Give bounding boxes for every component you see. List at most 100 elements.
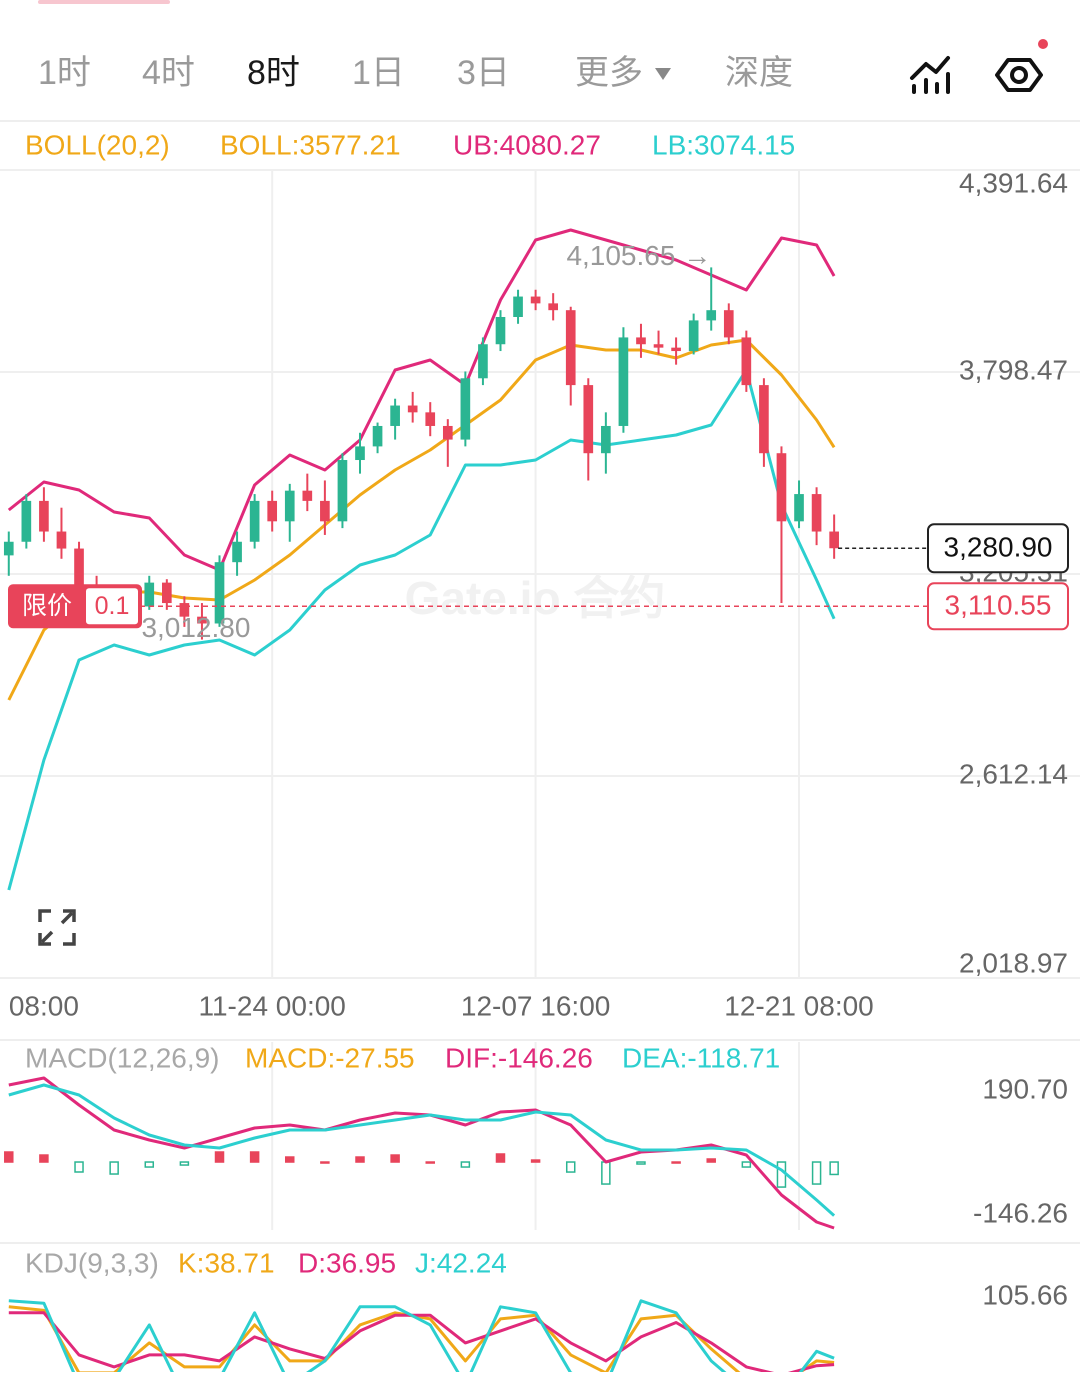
macd-bar [565,1161,576,1173]
limit-order-price: 3,110.55 [945,590,1052,621]
macd-bar [460,1161,471,1168]
dropdown-arrow[interactable] [655,68,671,80]
candle-body [829,531,839,549]
extreme-label: 4,105.65 → [566,240,711,271]
y-tick-label: 2,018.97 [959,947,1068,978]
legend-item: DEA:-118.71 [622,1042,780,1073]
candle-body [759,385,769,454]
limit-order-amount-box[interactable] [86,588,138,625]
y-tick-label: 2,612.14 [959,758,1068,789]
candle-body [390,405,400,426]
macd-bar [249,1151,260,1163]
candle-body [495,316,506,345]
macd-bar [425,1161,435,1164]
limit-order-amount[interactable]: 0.1 [95,592,130,620]
candle-body [144,582,155,607]
tab[interactable]: 更多 [575,54,643,92]
candle-body [513,296,523,317]
indicator-icon[interactable] [910,56,950,94]
candle-body [39,500,49,532]
candle-body [601,425,611,454]
extreme-label: 3,012.80 [141,612,250,643]
candle-body [407,405,418,413]
y-tick-label: -146.26 [973,1197,1068,1228]
macd-bar [811,1161,822,1185]
legend-item: K:38.71 [178,1247,275,1278]
top-remnant [38,0,170,4]
y-tick-label: 4,391.64 [959,167,1068,198]
legend-item: UB:4080.27 [453,129,601,160]
indicator-line [8,1299,835,1372]
indicator-line [8,1311,835,1372]
candle-body [548,303,558,311]
tab[interactable]: 8时 [247,54,300,92]
macd-plot [4,1076,839,1230]
macd-bar [285,1156,295,1163]
candle-body [3,541,14,556]
legend-item: J:42.24 [415,1247,507,1278]
macd-bar [320,1161,330,1164]
tab[interactable]: 1日 [352,54,405,92]
x-tick-label: 12-07 16:00 [461,990,610,1021]
x-tick-label: 12-21 08:00 [724,990,873,1021]
candle-body [460,378,471,440]
candle-body [811,494,822,532]
settings-icon[interactable] [995,39,1048,92]
macd-bar [4,1151,14,1163]
watermark: Gate.io 合约 [405,572,666,624]
candle-body [653,344,664,348]
candle-body [372,425,383,447]
candle-body [565,310,576,386]
candle-body [232,541,242,563]
candle-body [320,500,330,522]
macd-bar [601,1161,611,1185]
candle-body [284,490,295,522]
macd-bar [636,1161,646,1165]
candle-body [267,500,278,522]
limit-order-box [927,582,1069,631]
tab[interactable]: 1时 [38,54,91,92]
candle-body [583,385,594,454]
candle-body [355,446,365,461]
y-tick-label: 3,798.47 [959,354,1068,385]
candle-body [671,347,681,352]
main-plot [3,228,839,891]
tab[interactable]: 3日 [457,54,510,92]
tab[interactable]: 4时 [142,54,195,92]
candle-body [179,603,190,617]
candle-body [794,494,804,522]
macd-bar [530,1159,541,1163]
candle-body [618,337,629,426]
legend-item: MACD:-27.55 [245,1042,415,1073]
limit-order-title[interactable]: 限价 [22,592,72,620]
macd-bar [829,1161,839,1176]
candle-body [478,344,488,379]
candle-body [197,616,207,624]
macd-bar [179,1161,190,1166]
macd-bar [495,1153,506,1163]
fullscreen-icon[interactable] [38,909,76,946]
tab[interactable]: 深度 [725,54,793,92]
last-price-label: 3,280.90 [944,532,1053,563]
kdj-plot [8,1299,835,1372]
x-tick-label: 11-24 00:00 [198,990,345,1021]
indicator-line [8,1076,835,1230]
macd-bar [706,1158,716,1163]
legend-item: LB:3074.15 [652,129,795,160]
candle-body [688,320,699,352]
y-tick-label: 105.66 [982,1279,1068,1310]
legend-item: D:36.95 [298,1247,396,1278]
x-tick-label: 08:00 [9,990,79,1021]
indicator-line [8,1083,836,1217]
macd-bar [214,1151,225,1163]
macd-bar [109,1161,119,1175]
candle-body [776,453,787,522]
macd-bar [74,1161,84,1173]
candle-body [530,296,541,304]
macd-bar [671,1161,681,1164]
candle-body [74,548,84,587]
legend-item: BOLL:3577.21 [220,129,401,160]
candle-body [21,500,32,542]
tab-bar: 1时 4时 8时 1日 3日 更多 深度 [38,54,793,92]
